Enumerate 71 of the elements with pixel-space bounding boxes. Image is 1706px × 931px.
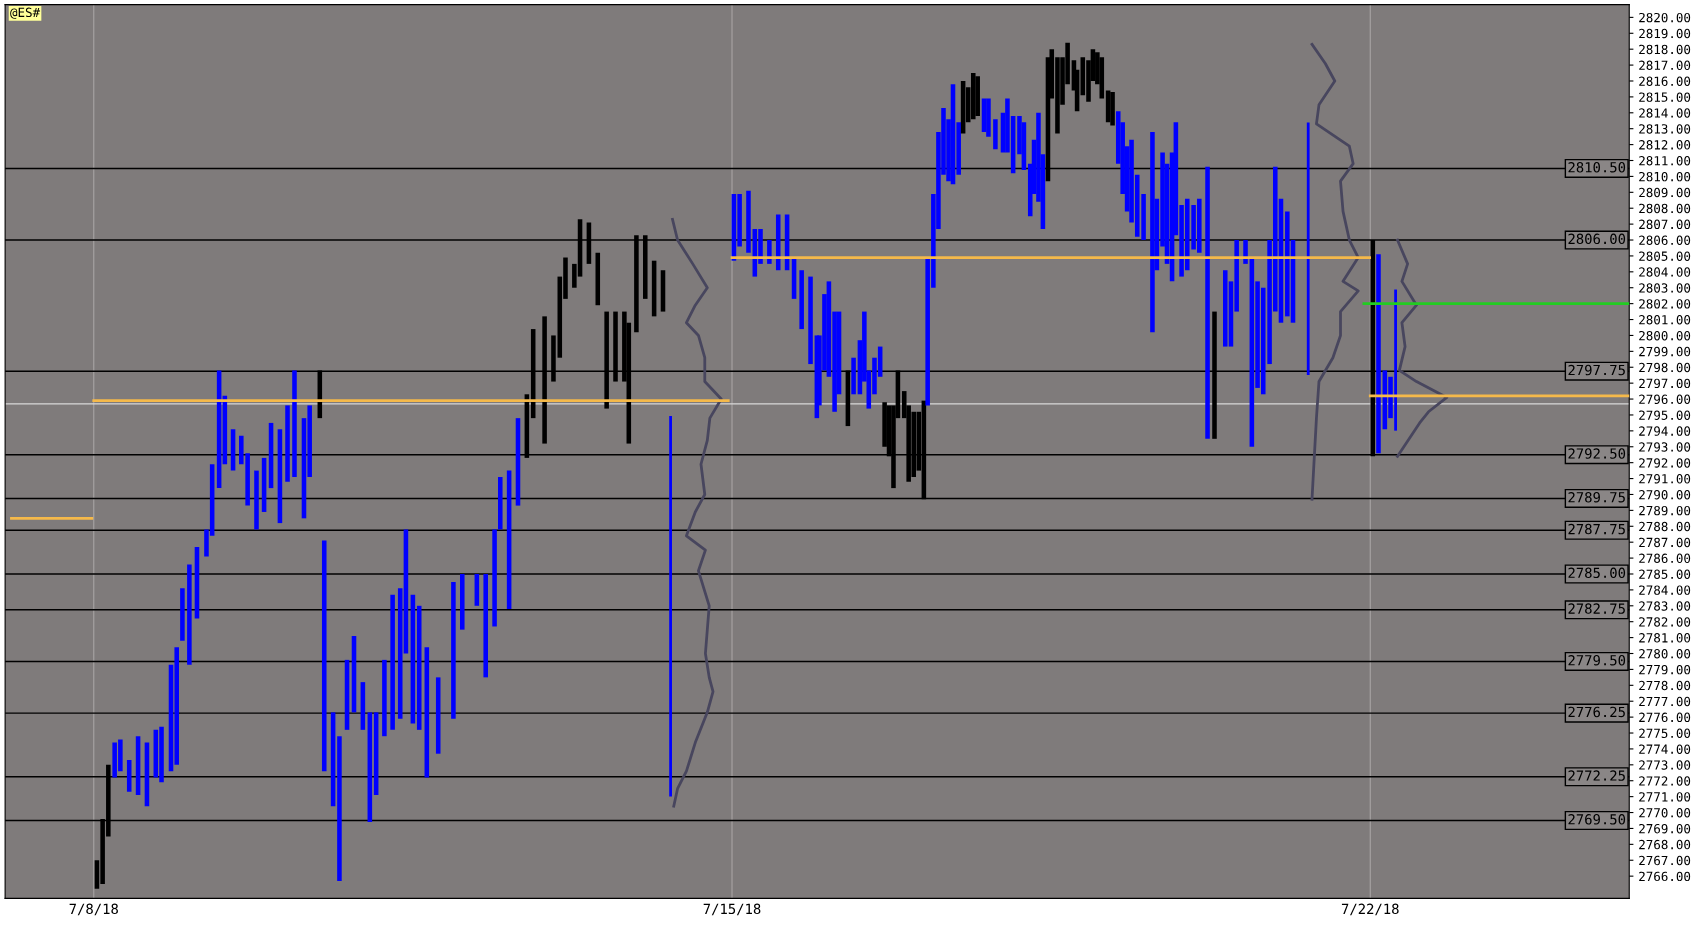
- y-tick-label: 2778.00: [1639, 680, 1691, 691]
- ref-line-label: 2797.75: [1568, 364, 1625, 376]
- ref-line-label: 2789.75: [1568, 492, 1625, 503]
- y-tick-label: 2794.00: [1639, 426, 1691, 436]
- y-tick-label: 2813.00: [1639, 124, 1691, 134]
- y-tick-label: 2807.00: [1639, 219, 1691, 230]
- y-tick-label: 2796.00: [1639, 394, 1691, 405]
- y-tick-label: 2797.00: [1639, 378, 1691, 389]
- y-tick-label: 2792.00: [1639, 458, 1691, 468]
- y-tick-label: 2805.00: [1639, 251, 1691, 261]
- y-tick-label: 2795.00: [1639, 410, 1691, 420]
- y-tick-label: 2804.00: [1639, 267, 1691, 277]
- y-tick-label: 2812.00: [1639, 140, 1691, 150]
- y-tick-label: 2777.00: [1639, 696, 1691, 707]
- ref-line-label: 2787.75: [1568, 523, 1625, 535]
- y-tick-label: 2793.00: [1639, 442, 1691, 452]
- y-tick-label: 2806.00: [1639, 235, 1691, 245]
- y-tick-label: 2771.00: [1639, 792, 1691, 802]
- y-tick-label: 2816.00: [1639, 76, 1691, 86]
- y-tick-label: 2791.00: [1639, 474, 1691, 484]
- y-tick-label: 2783.00: [1639, 601, 1691, 611]
- y-tick-label: 2819.00: [1639, 28, 1691, 39]
- y-tick-label: 2817.00: [1639, 60, 1691, 71]
- y-tick-label: 2799.00: [1639, 346, 1691, 357]
- y-tick-label: 2776.00: [1639, 712, 1691, 723]
- y-tick-label: 2809.00: [1639, 187, 1691, 198]
- ref-line-label: 2810.50: [1568, 162, 1626, 173]
- y-tick-label: 2773.00: [1639, 760, 1691, 770]
- ref-line-label: 2782.75: [1568, 603, 1625, 614]
- ref-line-label: 2785.00: [1568, 567, 1626, 579]
- y-tick-label: 2782.00: [1639, 617, 1691, 627]
- y-tick-label: 2815.00: [1639, 92, 1691, 102]
- y-tick-label: 2820.00: [1639, 12, 1691, 23]
- y-tick-label: 2779.00: [1639, 664, 1691, 675]
- y-tick-label: 2790.00: [1639, 489, 1691, 500]
- y-tick-label: 2766.00: [1639, 871, 1691, 882]
- y-tick-label: 2808.00: [1639, 203, 1691, 214]
- ref-line-label: 2772.25: [1568, 770, 1625, 781]
- y-tick-label: 2789.00: [1639, 505, 1691, 516]
- y-tick-label: 2774.00: [1639, 744, 1691, 754]
- ref-line-label: 2806.00: [1568, 233, 1626, 245]
- y-tick-label: 2770.00: [1639, 808, 1691, 818]
- y-tick-label: 2788.00: [1639, 521, 1691, 532]
- annotation: @ES#: [10, 7, 41, 19]
- y-tick-label: 2781.00: [1639, 633, 1691, 643]
- y-tick-label: 2798.00: [1639, 362, 1691, 373]
- y-tick-label: 2803.00: [1639, 283, 1691, 293]
- y-tick-label: 2818.00: [1639, 44, 1691, 55]
- ref-line-label: 2792.50: [1568, 448, 1626, 459]
- ref-line-label: 2779.50: [1568, 655, 1626, 666]
- y-tick-label: 2800.00: [1639, 330, 1691, 341]
- y-tick-label: 2775.00: [1639, 728, 1691, 738]
- y-tick-label: 2767.00: [1639, 855, 1691, 866]
- ref-line-label: 2769.50: [1568, 814, 1626, 825]
- y-tick-label: 2768.00: [1639, 839, 1691, 850]
- y-tick-label: 2769.00: [1639, 823, 1691, 834]
- y-tick-label: 2814.00: [1639, 108, 1691, 118]
- y-tick-label: 2786.00: [1639, 553, 1691, 564]
- y-tick-label: 2802.00: [1639, 299, 1691, 309]
- x-tick-label: 7/8/18: [69, 903, 118, 916]
- y-tick-label: 2772.00: [1639, 776, 1691, 786]
- ref-line-label: 2776.25: [1568, 706, 1625, 718]
- y-tick-label: 2801.00: [1639, 315, 1691, 325]
- y-tick-label: 2780.00: [1639, 649, 1691, 659]
- y-tick-label: 2810.00: [1639, 171, 1691, 182]
- x-tick-label: 7/22/18: [1341, 903, 1399, 916]
- y-tick-label: 2787.00: [1639, 537, 1691, 548]
- y-tick-label: 2785.00: [1639, 569, 1691, 579]
- x-tick-label: 7/15/18: [703, 903, 761, 916]
- y-tick-label: 2784.00: [1639, 585, 1691, 595]
- y-tick-label: 2811.00: [1639, 156, 1691, 166]
